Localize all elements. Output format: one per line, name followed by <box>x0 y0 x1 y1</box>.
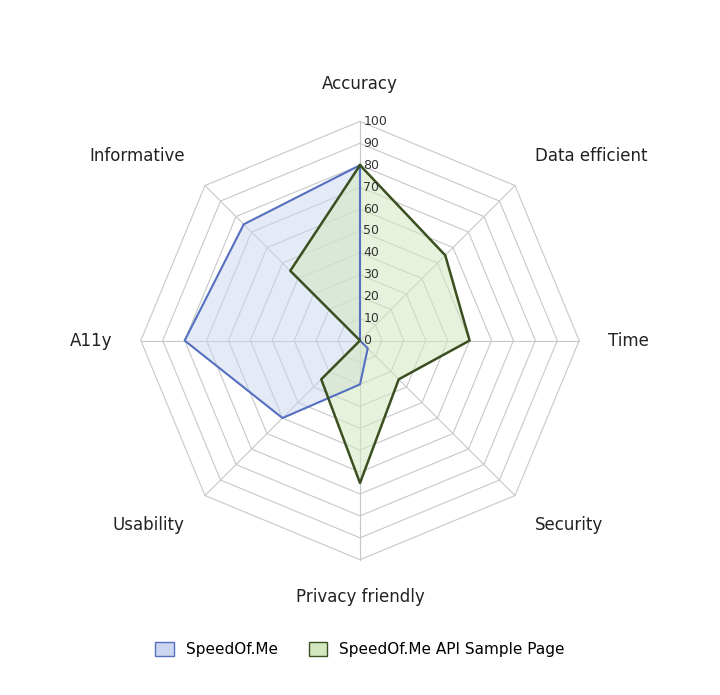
Text: 90: 90 <box>364 137 379 150</box>
Text: Security: Security <box>535 516 603 534</box>
Text: 40: 40 <box>364 246 379 259</box>
Text: Accuracy: Accuracy <box>322 75 398 93</box>
Text: 70: 70 <box>364 181 379 194</box>
Text: Time: Time <box>608 332 649 350</box>
Text: Usability: Usability <box>113 516 185 534</box>
Text: Informative: Informative <box>89 147 185 165</box>
Legend: SpeedOf.Me, SpeedOf.Me API Sample Page: SpeedOf.Me, SpeedOf.Me API Sample Page <box>149 636 571 664</box>
Text: 80: 80 <box>364 158 379 172</box>
Text: Privacy friendly: Privacy friendly <box>296 588 424 606</box>
Text: 20: 20 <box>364 291 379 303</box>
Text: 50: 50 <box>364 224 379 238</box>
Polygon shape <box>290 165 469 483</box>
Text: 60: 60 <box>364 202 379 215</box>
Text: A11y: A11y <box>70 332 112 350</box>
Text: 10: 10 <box>364 312 379 325</box>
Text: Data efficient: Data efficient <box>535 147 648 165</box>
Polygon shape <box>184 165 368 418</box>
Text: 100: 100 <box>364 115 387 128</box>
Text: 0: 0 <box>364 334 372 347</box>
Text: 30: 30 <box>364 268 379 281</box>
